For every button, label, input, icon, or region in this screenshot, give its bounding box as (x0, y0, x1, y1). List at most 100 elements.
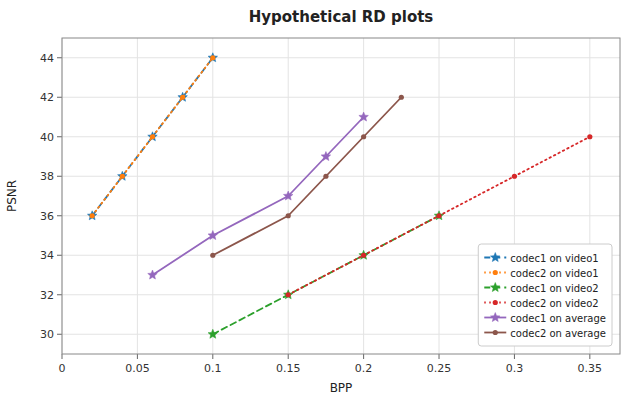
legend-label: codec1 on video2 (510, 283, 598, 294)
x-tick (62, 354, 63, 359)
y-tick (57, 176, 62, 177)
y-tick-label: 34 (40, 249, 54, 262)
series (208, 211, 444, 339)
point-marker (512, 174, 517, 179)
y-grid-line (62, 136, 620, 137)
x-tick-label: 0.15 (276, 362, 301, 375)
y-tick (57, 57, 62, 58)
y-tick-label: 36 (40, 210, 54, 223)
point-marker (283, 191, 293, 200)
point-marker (323, 174, 328, 179)
x-tick-label: 0.1 (204, 362, 222, 375)
series-line (92, 58, 213, 216)
y-tick (57, 334, 62, 335)
legend-entry: codec2 on average (484, 328, 606, 339)
legend-entry: codec1 on video2 (484, 283, 598, 294)
series (87, 53, 217, 220)
legend-marker (493, 300, 498, 305)
plot-area (62, 38, 620, 354)
x-tick (439, 354, 440, 359)
y-tick-label: 44 (40, 52, 54, 65)
axes: 0 0.05 0.1 0.15 0.2 0.25 0.3 0.35 30 32 34 36 38 40 42… (40, 38, 620, 375)
x-tick-label: 0.3 (506, 362, 524, 375)
x-grid-line (212, 38, 213, 354)
point-marker (208, 329, 218, 338)
legend: codec1 on video1 codec2 on video1 codec1 o… (478, 244, 612, 346)
y-tick (57, 97, 62, 98)
y-tick (57, 215, 62, 216)
y-tick-label: 30 (40, 328, 54, 341)
point-marker (120, 174, 125, 179)
point-marker (436, 213, 441, 218)
x-grid-line (137, 38, 138, 354)
point-marker (321, 152, 331, 161)
x-tick (514, 354, 515, 359)
point-marker (361, 134, 366, 139)
point-marker (399, 95, 404, 100)
x-tick-label: 0 (59, 362, 66, 375)
legend-label: codec2 on video2 (510, 298, 598, 309)
x-grid-line (439, 38, 440, 354)
legend-label: codec2 on video1 (510, 268, 598, 279)
point-marker (359, 112, 369, 121)
y-tick (57, 255, 62, 256)
x-tick (589, 354, 590, 359)
y-tick (57, 294, 62, 295)
y-grid-line (62, 97, 620, 98)
x-tick-label: 0.05 (125, 362, 150, 375)
series-line (152, 117, 363, 275)
legend-label: codec1 on video1 (510, 253, 598, 264)
y-tick-label: 32 (40, 289, 54, 302)
point-marker (208, 53, 218, 62)
x-tick (212, 354, 213, 359)
series-line (92, 58, 213, 216)
legend-entry: codec2 on video2 (484, 298, 598, 309)
legend-label: codec1 on average (510, 313, 606, 324)
x-tick (363, 354, 364, 359)
y-grid-line (62, 57, 620, 58)
point-marker (150, 134, 155, 139)
x-axis-label: BPP (330, 381, 353, 395)
y-grid-line (62, 215, 620, 216)
legend-entry: codec1 on average (484, 313, 606, 324)
point-marker (587, 134, 592, 139)
legend-entry: codec1 on video1 (484, 253, 598, 264)
plot-frame (62, 38, 620, 354)
x-tick-label: 0.35 (578, 362, 603, 375)
legend-marker (491, 283, 501, 292)
point-marker (286, 292, 291, 297)
legend-marker (493, 330, 498, 335)
title: Hypothetical RD plots (249, 8, 434, 26)
point-marker (361, 253, 366, 258)
series (90, 55, 216, 218)
y-tick-label: 38 (40, 170, 54, 183)
x-tick (288, 354, 289, 359)
chart: 0 0.05 0.1 0.15 0.2 0.25 0.3 0.35 30 32 34 36 38 40 42… (0, 0, 638, 404)
series-line (213, 97, 402, 255)
point-marker (148, 270, 158, 279)
legend-entry: codec2 on video1 (484, 268, 598, 279)
point-marker (286, 213, 291, 218)
legend-marker (491, 313, 501, 322)
y-tick-label: 42 (40, 91, 54, 104)
y-tick-label: 40 (40, 131, 54, 144)
y-axis-label: PSNR (5, 180, 19, 212)
point-marker (178, 92, 188, 101)
series (148, 112, 369, 279)
series (210, 95, 404, 258)
point-marker (90, 213, 95, 218)
grid (62, 38, 620, 354)
point-marker (180, 95, 185, 100)
point-marker (210, 253, 215, 258)
legend-label: codec2 on average (510, 328, 606, 339)
point-marker (283, 290, 293, 299)
legend-marker (493, 270, 498, 275)
x-tick (137, 354, 138, 359)
x-tick-label: 0.25 (427, 362, 452, 375)
x-tick-label: 0.2 (355, 362, 373, 375)
point-marker (210, 55, 215, 60)
legend-marker (491, 253, 501, 262)
x-grid-line (363, 38, 364, 354)
y-tick (57, 136, 62, 137)
point-marker (208, 231, 218, 240)
